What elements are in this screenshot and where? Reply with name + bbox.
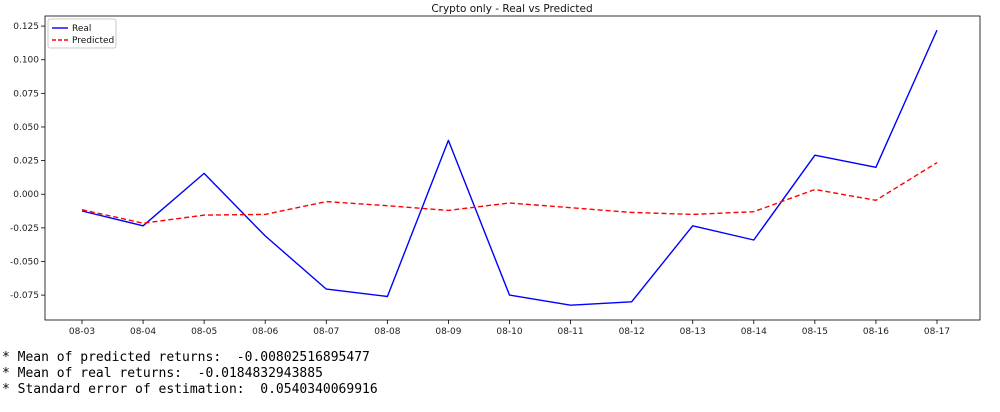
x-tick-label: 08-15: [802, 327, 828, 337]
line-chart: Crypto only - Real vs Predicted -0.075-0…: [10, 3, 981, 337]
legend-label-real: Real: [72, 24, 91, 34]
x-tick-label: 08-04: [130, 327, 156, 337]
y-tick-label: -0.050: [10, 257, 39, 267]
x-tick-label: 08-09: [435, 327, 461, 337]
legend: Real Predicted: [47, 18, 117, 49]
x-tick-label: 08-14: [741, 327, 767, 337]
y-tick-label: -0.025: [10, 224, 39, 234]
x-tick-label: 08-16: [863, 327, 889, 337]
y-tick-label: -0.075: [10, 291, 39, 301]
chart-title: Crypto only - Real vs Predicted: [431, 3, 592, 15]
x-tick-label: 08-08: [374, 327, 400, 337]
x-tick-label: 08-13: [680, 327, 706, 337]
series-line-predicted: [81, 162, 938, 224]
y-tick-label: 0.000: [13, 190, 39, 200]
legend-label-predicted: Predicted: [72, 36, 114, 46]
y-tick-label: 0.075: [13, 89, 39, 99]
x-tick-label: 08-11: [557, 327, 583, 337]
y-tick-label: 0.025: [13, 157, 39, 167]
series-line-real: [81, 29, 938, 306]
stat-mean-real: * Mean of real returns: -0.0184832943885: [2, 366, 323, 381]
stat-mean-predicted: * Mean of predicted returns: -0.00802516…: [2, 350, 370, 365]
stat-standard-error: * Standard error of estimation: 0.054034…: [2, 382, 378, 397]
y-tick-label: 0.125: [13, 22, 39, 32]
x-axis: 08-03 08-04 08-05 08-06 08-07 08-08 08-09 08-10…: [69, 320, 950, 337]
x-tick-label: 08-07: [313, 327, 339, 337]
series-layer: [81, 29, 938, 306]
stats-output: * Mean of predicted returns: -0.00802516…: [2, 350, 378, 398]
x-tick-label: 08-05: [191, 327, 217, 337]
x-tick-label: 08-06: [252, 327, 278, 337]
x-tick-label: 08-03: [69, 327, 95, 337]
y-tick-label: 0.050: [13, 123, 39, 133]
x-tick-label: 08-12: [619, 327, 645, 337]
x-tick-label: 08-10: [496, 327, 522, 337]
x-tick-label: 08-17: [924, 327, 950, 337]
y-axis: -0.075 -0.050 -0.025 0.000 0.025 0.050 0.075 0.…: [10, 22, 45, 301]
y-tick-label: 0.100: [13, 56, 39, 66]
plot-area: [44, 15, 981, 321]
legend-box: [47, 18, 117, 49]
